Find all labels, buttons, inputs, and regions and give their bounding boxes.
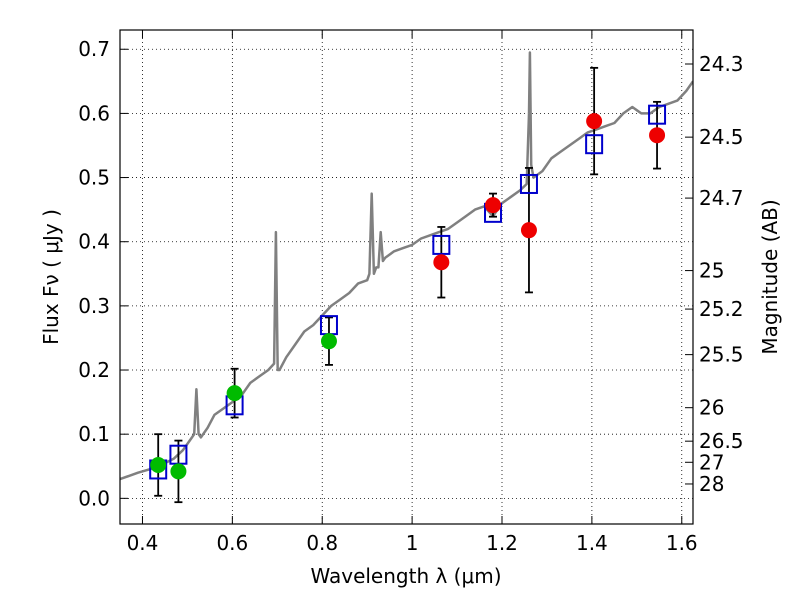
grid-layer xyxy=(120,30,693,524)
y2-tick-label: 24.3 xyxy=(699,52,744,76)
y-tick-label: 0.1 xyxy=(78,422,110,446)
spectrum-line xyxy=(120,51,693,481)
y2-tick-label: 24.5 xyxy=(699,125,744,149)
y-tick-label: 0.6 xyxy=(78,101,110,125)
y-tick-label: 0.0 xyxy=(78,486,110,510)
x-tick-label: 0.8 xyxy=(306,531,338,555)
observed-flux-marker xyxy=(226,385,243,402)
y2-tick-label: 24.7 xyxy=(699,186,744,210)
observed-flux-marker xyxy=(433,254,450,271)
y2-tick-label: 27 xyxy=(699,450,724,474)
y2-axis-label: Magnitude (AB) xyxy=(758,199,782,354)
y-tick-label: 0.2 xyxy=(78,358,110,382)
y2-tick-label: 26.5 xyxy=(699,429,744,453)
observed-flux-marker xyxy=(150,456,167,473)
y-tick-label: 0.7 xyxy=(78,37,110,61)
model-photometry-marker xyxy=(648,104,667,125)
y2-tick-label: 25 xyxy=(699,259,724,283)
x-tick-label: 1.4 xyxy=(576,531,608,555)
y-tick-label: 0.5 xyxy=(78,166,110,190)
y2-tick-label: 25.5 xyxy=(699,343,744,367)
x-tick-label: 0.4 xyxy=(127,531,159,555)
observed-flux-marker xyxy=(485,197,502,214)
model-photometry-marker xyxy=(432,234,451,255)
y-axis-label: Flux Fν ( μJy ) xyxy=(39,209,63,345)
observed-flux-marker xyxy=(320,333,337,350)
y2-tick-label: 25.2 xyxy=(699,297,744,321)
y2-tick-label: 28 xyxy=(699,472,724,496)
y-tick-label: 0.3 xyxy=(78,294,110,318)
x-tick-label: 1.6 xyxy=(666,531,698,555)
tick-layer: 0.4 0.6 0.8 1 1.2 1.4 1.6 0.0 0.1 0.2 0.3 0.4 0.5 0.6… xyxy=(78,30,744,555)
observed-flux-marker xyxy=(520,222,537,239)
observed-flux-marker xyxy=(586,113,603,130)
observed-flux-marker xyxy=(170,463,187,480)
x-tick-label: 0.6 xyxy=(216,531,248,555)
model-photometry-marker xyxy=(585,134,604,155)
y2-tick-label: 26 xyxy=(699,396,724,420)
model-photometry-marker xyxy=(519,173,538,194)
observed-flux-marker xyxy=(649,127,666,144)
x-tick-label: 1 xyxy=(406,531,419,555)
x-axis-label: Wavelength λ (μm) xyxy=(310,564,501,588)
plot-frame xyxy=(119,29,694,525)
series-layer xyxy=(120,51,693,504)
y-tick-label: 0.4 xyxy=(78,230,110,254)
x-tick-label: 1.2 xyxy=(486,531,518,555)
